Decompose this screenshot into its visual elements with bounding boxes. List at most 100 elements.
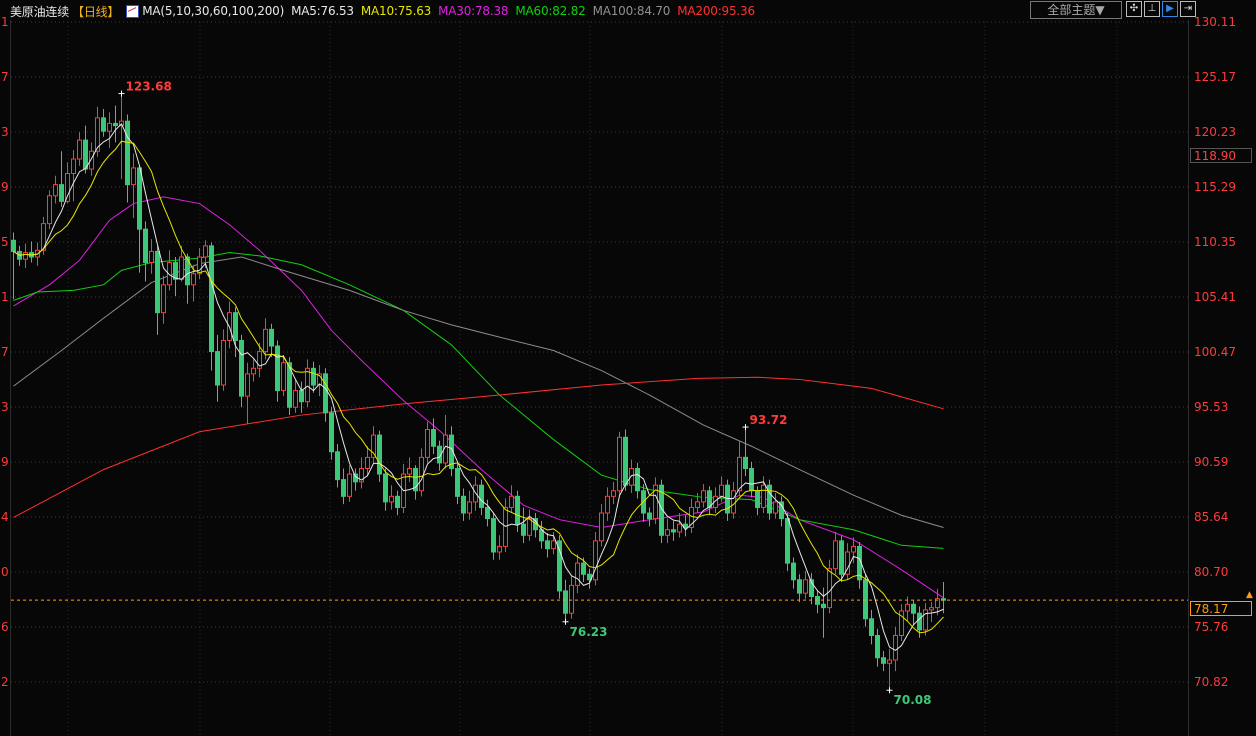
- candle-body: [623, 436, 628, 486]
- indicator-icon[interactable]: [126, 4, 140, 18]
- right-tick-label: 70.82: [1194, 675, 1228, 689]
- ma-set-label[interactable]: MA(5,10,30,60,100,200): [142, 4, 285, 18]
- candle-up: [503, 498, 508, 552]
- candle-body: [461, 495, 466, 514]
- candle-up: [443, 415, 448, 469]
- candle-up: [347, 465, 352, 502]
- extreme-label: 70.08: [894, 693, 932, 707]
- candle-body: [575, 562, 580, 586]
- candle-body: [545, 540, 550, 550]
- candle-body: [389, 495, 394, 503]
- candle-up: [191, 264, 196, 302]
- right-tick-label: 130.11: [1194, 15, 1236, 29]
- candle-body: [893, 634, 898, 661]
- candle-down: [683, 515, 688, 537]
- period-label[interactable]: 【日线】: [72, 4, 120, 19]
- extreme-label: 123.68: [126, 80, 172, 94]
- annotations: 123.68 93.72 76.23 70.08: [118, 80, 932, 707]
- candle-down: [635, 462, 640, 499]
- candle-body: [293, 390, 298, 408]
- candle-body: [479, 484, 484, 508]
- ma-line-ma200: [13, 376, 944, 518]
- candle-up: [107, 112, 112, 148]
- left-tick-label: 1: [1, 290, 9, 304]
- candle-up: [317, 364, 322, 397]
- candle-body: [125, 120, 130, 186]
- candle-up: [827, 559, 832, 614]
- candle-body: [137, 167, 142, 230]
- candle-body: [341, 479, 346, 497]
- right-tick-label: 95.53: [1194, 400, 1228, 414]
- candle-down: [101, 108, 106, 137]
- candle-body: [161, 284, 166, 314]
- candle-up: [773, 492, 778, 519]
- candle-body: [599, 512, 604, 542]
- candle-body: [617, 436, 622, 492]
- symbol-name: 美原油连续: [10, 4, 70, 19]
- candle-up: [689, 498, 694, 534]
- candle-body: [509, 495, 514, 508]
- candle-up: [935, 588, 940, 616]
- play-axis-icon[interactable]: ▶: [1162, 1, 1178, 17]
- candle-body: [887, 659, 892, 664]
- candle-body: [209, 245, 214, 353]
- candle-down: [185, 253, 190, 304]
- candle-body: [23, 252, 28, 260]
- candle-down: [353, 468, 358, 491]
- candle-body: [113, 122, 118, 127]
- axis-icon[interactable]: ⊥: [1144, 1, 1160, 17]
- candle-down: [479, 479, 484, 516]
- candle-down: [383, 468, 388, 511]
- candle-body: [431, 429, 436, 447]
- candle-up: [611, 481, 616, 505]
- candle-body: [197, 256, 202, 275]
- cursor-price-readout: 118.90: [1190, 148, 1252, 163]
- candle-body: [719, 484, 724, 497]
- candle-down: [557, 535, 562, 599]
- candle-body: [365, 456, 370, 469]
- left-tick-label: 6: [1, 620, 9, 634]
- candle-down: [797, 574, 802, 603]
- right-tick-label: 125.17: [1194, 70, 1236, 84]
- candle-down: [671, 520, 676, 541]
- candle-up: [653, 477, 658, 525]
- candle-body: [827, 568, 832, 609]
- candle-down: [329, 407, 334, 460]
- candle-down: [455, 462, 460, 505]
- candle-body: [695, 501, 700, 508]
- candle-down: [767, 479, 772, 520]
- candle-up: [263, 318, 268, 360]
- candle-body: [785, 518, 790, 564]
- left-tick-label: 9: [1, 455, 9, 469]
- crosshair-icon[interactable]: ✣: [1126, 1, 1142, 17]
- theme-dropdown[interactable]: 全部主题▼: [1030, 1, 1122, 19]
- candle-body: [767, 484, 772, 514]
- candle-down: [125, 114, 130, 203]
- candle-body: [869, 618, 874, 636]
- candle-down: [815, 590, 820, 614]
- candle-down: [875, 628, 880, 667]
- candle-down: [137, 165, 142, 273]
- candle-body: [809, 579, 814, 598]
- candle-body: [185, 256, 190, 286]
- candle-up: [695, 492, 700, 514]
- candle-down: [587, 568, 592, 589]
- candle-body: [671, 529, 676, 533]
- candle-body: [911, 603, 916, 614]
- candle-body: [131, 167, 136, 186]
- candle-body: [521, 523, 526, 536]
- ma-line-ma5: [13, 122, 944, 651]
- candle-down: [269, 323, 274, 358]
- exit-right-icon[interactable]: ⇥: [1180, 1, 1196, 17]
- candle-down: [743, 427, 748, 477]
- candle-up: [929, 602, 934, 623]
- candle-up: [293, 379, 298, 413]
- candle-down: [233, 307, 238, 358]
- candle-down: [113, 105, 118, 143]
- candle-body: [149, 250, 154, 264]
- candle-body: [935, 598, 940, 609]
- candle-body: [881, 657, 886, 664]
- candle-down: [323, 368, 328, 422]
- candle-up: [77, 132, 82, 166]
